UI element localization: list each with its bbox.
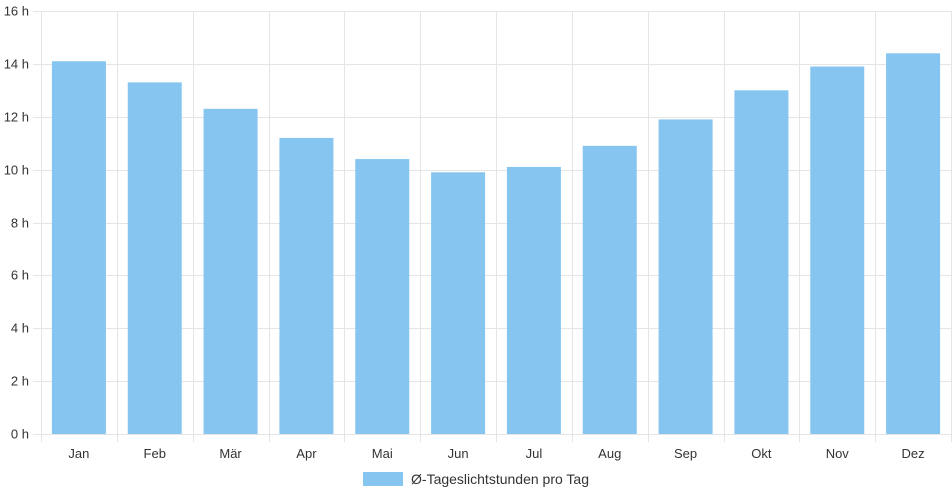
- bar-feb: [127, 82, 182, 434]
- bar-aug: [582, 145, 637, 435]
- x-tick-label: Apr: [296, 446, 317, 461]
- bar-nov: [810, 66, 865, 435]
- bar-jun: [431, 172, 486, 435]
- y-tick-label: 4 h: [11, 321, 29, 336]
- y-tick-label: 2 h: [11, 374, 29, 389]
- x-tick-label: Nov: [826, 446, 850, 461]
- x-tick-label: Jun: [448, 446, 469, 461]
- bar-mai: [355, 159, 410, 435]
- x-tick-label: Sep: [674, 446, 697, 461]
- bar-apr: [279, 137, 334, 434]
- x-tick-label: Jan: [68, 446, 89, 461]
- bar-mär: [203, 108, 258, 434]
- x-tick-label: Okt: [751, 446, 772, 461]
- y-tick-label: 16 h: [4, 4, 29, 19]
- legend-swatch: [363, 472, 404, 486]
- y-tick-label: 10 h: [4, 163, 29, 178]
- bar-okt: [734, 90, 789, 434]
- bar-jul: [506, 166, 561, 434]
- x-axis-tick-labels: Jan Feb Mär Apr Mai Jun Jul Aug Sep Okt Nov Dez: [68, 446, 924, 461]
- bar-sep: [658, 119, 713, 435]
- x-tick-label: Aug: [598, 446, 621, 461]
- daylight-bar-chart: 0 h 2 h 4 h 6 h 8 h 10 h 12 h 14 h 16 h Jan Feb Mä…: [4, 4, 952, 461]
- bars: [51, 53, 941, 435]
- y-axis-tick-labels: 0 h 2 h 4 h 6 h 8 h 10 h 12 h 14 h 16 h: [4, 4, 29, 442]
- legend-label: Ø-Tageslichtstunden pro Tag: [411, 471, 589, 487]
- bar-jan: [51, 61, 106, 434]
- y-tick-label: 12 h: [4, 110, 29, 125]
- x-tick-label: Feb: [144, 446, 166, 461]
- y-tick-label: 0 h: [11, 427, 29, 442]
- x-tick-label: Dez: [902, 446, 925, 461]
- y-tick-label: 8 h: [11, 216, 29, 231]
- x-tick-label: Mär: [219, 446, 242, 461]
- bar-dez: [886, 53, 941, 435]
- y-tick-label: 6 h: [11, 268, 29, 283]
- y-tick-label: 14 h: [4, 57, 29, 72]
- x-tick-label: Mai: [372, 446, 393, 461]
- x-tick-label: Jul: [526, 446, 543, 461]
- chart-legend[interactable]: Ø-Tageslichtstunden pro Tag: [0, 471, 952, 487]
